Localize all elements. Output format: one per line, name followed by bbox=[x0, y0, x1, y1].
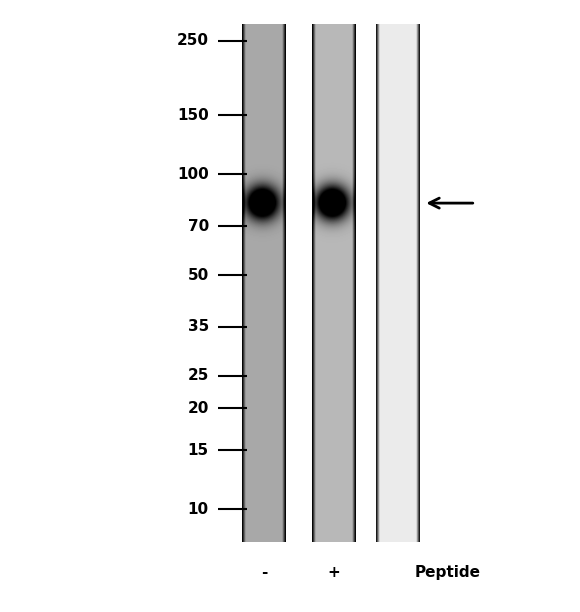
Text: 250: 250 bbox=[177, 34, 209, 48]
Text: 35: 35 bbox=[187, 319, 209, 334]
Text: 15: 15 bbox=[188, 442, 209, 458]
Text: Peptide: Peptide bbox=[415, 565, 481, 580]
Text: 100: 100 bbox=[177, 166, 209, 182]
Text: 70: 70 bbox=[187, 218, 209, 234]
Text: -: - bbox=[261, 565, 267, 580]
Text: 10: 10 bbox=[188, 502, 209, 517]
Text: 150: 150 bbox=[177, 108, 209, 123]
Text: +: + bbox=[327, 565, 340, 580]
Text: 50: 50 bbox=[187, 267, 209, 283]
Text: 25: 25 bbox=[187, 368, 209, 383]
Text: 20: 20 bbox=[187, 401, 209, 416]
